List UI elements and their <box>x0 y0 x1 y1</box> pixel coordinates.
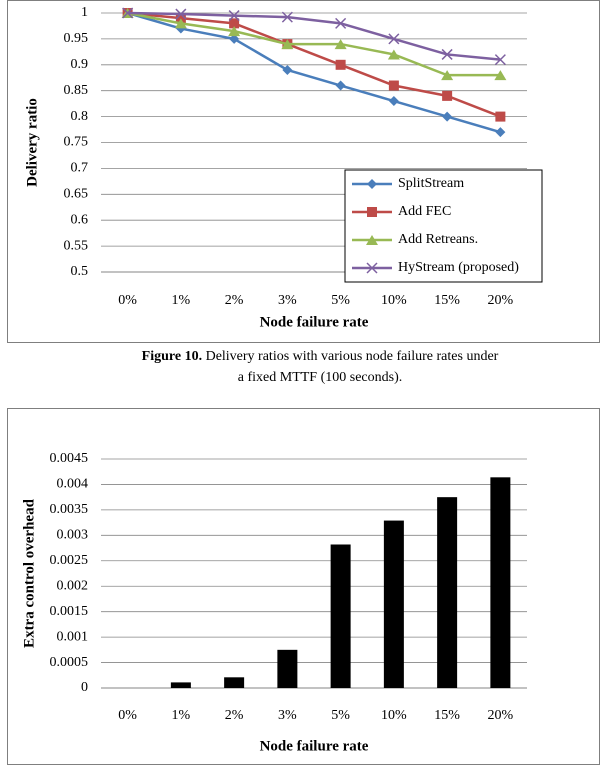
x-axis-title: Node failure rate <box>260 314 369 330</box>
y-tick-label: 0.0025 <box>50 553 89 568</box>
marker <box>335 80 346 91</box>
legend-label: SplitStream <box>398 176 464 191</box>
marker <box>442 111 453 122</box>
y-tick-label: 0.0045 <box>50 451 89 466</box>
y-tick-label: 0.001 <box>57 629 89 644</box>
chart-frame <box>7 408 600 765</box>
chart-frame <box>7 0 600 343</box>
bar <box>437 497 458 688</box>
bar <box>170 682 191 688</box>
x-tick-label: 5% <box>331 708 350 723</box>
y-tick-label: 0 <box>81 680 88 695</box>
marker <box>388 80 399 91</box>
marker <box>366 262 378 274</box>
y-tick-label: 0.95 <box>64 31 89 46</box>
bar <box>490 477 511 688</box>
y-tick-label: 0.55 <box>64 238 89 253</box>
marker <box>388 96 399 107</box>
y-axis-title: Extra control overhead <box>21 498 37 648</box>
x-tick-label: 0% <box>118 293 137 308</box>
caption-text: Delivery ratios with various node failur… <box>205 349 499 385</box>
x-tick-label: 2% <box>225 293 244 308</box>
x-tick-label: 0% <box>118 708 137 723</box>
marker <box>281 39 294 50</box>
marker <box>175 13 186 24</box>
marker <box>495 111 506 122</box>
bar <box>277 649 298 688</box>
x-tick-label: 1% <box>172 293 191 308</box>
marker <box>122 7 134 19</box>
x-tick-label: 3% <box>278 708 297 723</box>
y-tick-label: 1 <box>81 5 88 20</box>
marker <box>282 64 293 75</box>
marker <box>387 49 400 60</box>
marker <box>441 48 453 60</box>
marker <box>229 18 240 29</box>
y-axis-title: Delivery ratio <box>24 98 40 187</box>
y-tick-label: 0.0015 <box>50 604 89 619</box>
y-tick-label: 0.7 <box>71 161 89 176</box>
bar <box>383 520 404 688</box>
y-tick-label: 0.002 <box>57 578 89 593</box>
series-line <box>127 11 501 134</box>
marker <box>229 33 240 44</box>
marker <box>281 11 293 23</box>
series-line <box>127 11 501 61</box>
y-tick-label: 0.8 <box>71 109 89 124</box>
y-tick-label: 0.9 <box>71 57 89 72</box>
x-axis-title: Node failure rate <box>260 738 369 754</box>
marker <box>367 179 377 189</box>
x-tick-label: 10% <box>381 293 407 308</box>
marker <box>494 54 506 66</box>
legend-label: HyStream (proposed) <box>398 260 519 275</box>
x-tick-label: 20% <box>488 708 514 723</box>
x-tick-label: 3% <box>278 293 297 308</box>
marker <box>228 10 240 22</box>
marker <box>335 59 346 70</box>
caption-label: Figure 10. <box>141 349 203 364</box>
x-tick-label: 5% <box>331 293 350 308</box>
marker <box>388 33 400 45</box>
x-tick-label: 10% <box>381 708 407 723</box>
legend-label: Add Retreans. <box>398 232 478 247</box>
y-tick-label: 0.6 <box>71 212 89 227</box>
series-line <box>127 11 501 77</box>
legend-box <box>344 169 543 283</box>
y-tick-label: 0.65 <box>64 187 89 202</box>
y-tick-label: 0.0035 <box>50 502 89 517</box>
x-tick-label: 15% <box>434 293 460 308</box>
marker <box>366 235 378 245</box>
marker <box>494 70 507 81</box>
marker <box>174 18 187 29</box>
caption: Figure 10. Delivery ratios with various … <box>140 346 500 388</box>
y-tick-label: 0.85 <box>64 83 89 98</box>
marker <box>175 8 187 20</box>
series-line <box>127 11 501 118</box>
y-tick-label: 0.75 <box>64 135 89 150</box>
y-tick-label: 0.0005 <box>50 655 89 670</box>
bar <box>330 544 351 688</box>
marker <box>335 17 347 29</box>
bar <box>224 677 245 688</box>
x-tick-label: 20% <box>488 293 514 308</box>
y-tick-label: 0.004 <box>57 477 89 492</box>
marker <box>228 26 241 37</box>
legend-label: Add FEC <box>398 204 451 219</box>
x-tick-label: 2% <box>225 708 244 723</box>
y-tick-label: 0.5 <box>71 264 89 279</box>
x-tick-label: 1% <box>172 708 191 723</box>
marker <box>441 70 454 81</box>
x-tick-label: 15% <box>434 708 460 723</box>
marker <box>442 90 453 101</box>
marker <box>495 127 506 138</box>
marker <box>367 207 377 217</box>
y-tick-label: 0.003 <box>57 528 89 543</box>
marker <box>334 39 347 50</box>
